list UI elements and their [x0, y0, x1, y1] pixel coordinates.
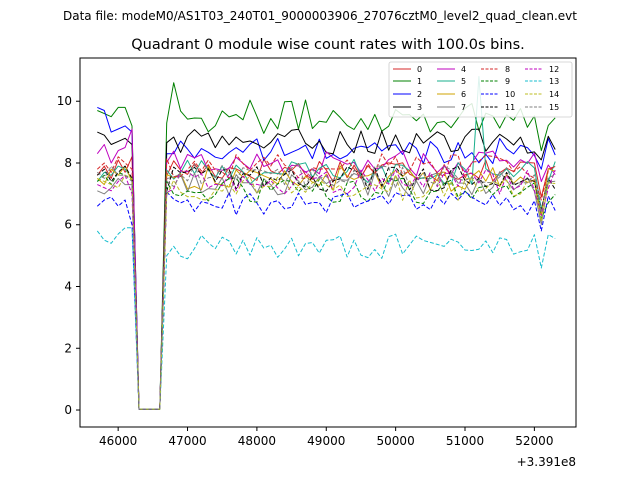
legend-label-8: 8	[505, 65, 510, 74]
x-tick-label: 52000	[515, 434, 553, 448]
legend-label-13: 13	[549, 77, 559, 86]
y-tick-label: 8	[64, 156, 72, 170]
series-line-12	[97, 169, 556, 410]
chart-title: Quadrant 0 module wise count rates with …	[131, 37, 525, 53]
legend-label-10: 10	[505, 90, 515, 99]
y-tick-label: 10	[57, 94, 72, 108]
series-line-4	[96, 128, 556, 410]
legend-label-4: 4	[461, 65, 466, 74]
y-tick-label: 0	[64, 403, 72, 417]
data-file-suptitle: Data file: modeM0/AS1T03_240T01_90000039…	[63, 9, 577, 23]
x-tick-label: 47000	[168, 434, 206, 448]
y-axis-ticks: 0 2 4 6 8 10	[57, 94, 80, 417]
legend-label-11: 11	[505, 103, 515, 112]
legend-label-12: 12	[549, 65, 559, 74]
series-line-13	[96, 227, 556, 410]
legend-label-9: 9	[505, 77, 510, 86]
series-line-11	[96, 165, 556, 410]
series-line-15	[96, 162, 556, 410]
series-layer	[96, 76, 556, 410]
legend-label-3: 3	[417, 103, 422, 112]
y-tick-label: 4	[64, 280, 72, 294]
x-tick-label: 49000	[307, 434, 345, 448]
axes-frame	[79, 57, 577, 428]
legend-label-1: 1	[417, 77, 422, 86]
legend-label-15: 15	[549, 103, 559, 112]
x-tick-label: 46000	[99, 434, 137, 448]
y-tick-label: 2	[64, 341, 72, 355]
x-axis-ticks: 46000 47000 48000 49000 50000 51000 52000	[99, 427, 553, 448]
legend-label-5: 5	[461, 77, 466, 86]
series-line-10	[96, 190, 556, 410]
series-line-8	[96, 153, 556, 410]
legend-label-0: 0	[417, 65, 422, 74]
legend-label-14: 14	[549, 90, 559, 99]
series-line-6	[96, 165, 556, 410]
legend-label-7: 7	[461, 103, 466, 112]
legend-label-2: 2	[417, 90, 422, 99]
y-tick-label: 6	[64, 218, 72, 232]
x-tick-label: 50000	[377, 434, 415, 448]
series-line-9	[96, 171, 556, 410]
x-axis-offset-label: +3.391e8	[517, 455, 576, 469]
x-tick-label: 51000	[446, 434, 484, 448]
series-line-14	[97, 174, 556, 410]
legend-frame	[388, 61, 573, 118]
series-line-2	[97, 106, 556, 410]
x-tick-label: 48000	[238, 434, 276, 448]
legend-label-6: 6	[461, 90, 466, 99]
